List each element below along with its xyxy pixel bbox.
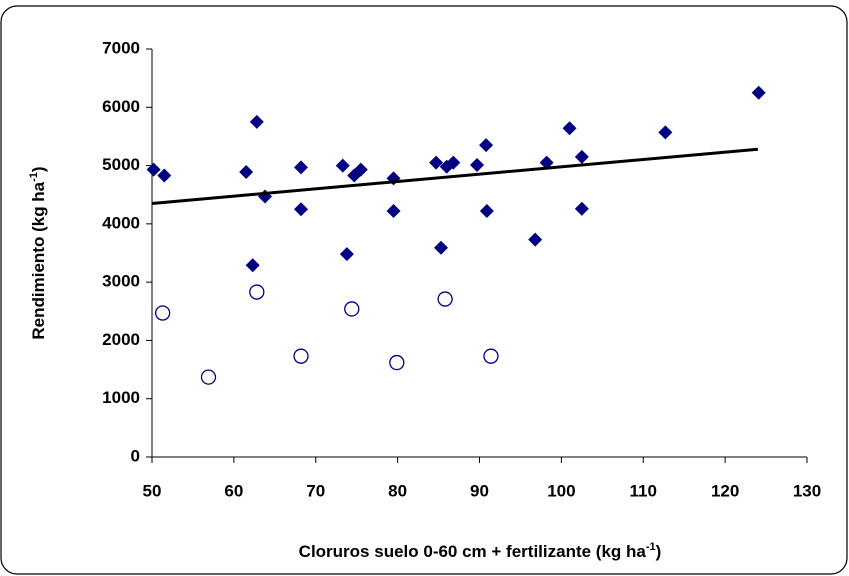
y-tick-label: 2000 [102,330,140,349]
diamond-point [446,155,461,170]
diamond-point [157,168,172,183]
diamond-point [249,114,264,129]
circle-point [293,348,309,364]
diamond-point [658,125,673,140]
x-tick-label: 120 [711,481,739,500]
diamond-point [528,232,543,247]
diamond-point [574,149,589,164]
circle-point [344,301,360,317]
x-axis-title-part: ) [656,542,662,561]
diamond-point [751,85,766,100]
diamond-point [245,258,260,273]
y-axis-title-part: Rendimiento (kg ha [29,181,48,339]
x-axis-title-part: Cloruros suelo 0-60 cm + fertilizante (k… [299,542,647,561]
diamond-point [386,204,401,219]
y-tick-label: 1000 [102,388,140,407]
diamond-point [294,160,309,175]
diamond-point [562,121,577,136]
y-axis-title-part: ) [29,166,48,172]
diamond-point [335,158,350,173]
x-tick-label: 70 [306,481,325,500]
x-tick-label: 90 [470,481,489,500]
diamond-point [146,162,161,177]
x-tick-label: 130 [793,481,821,500]
chart-border [0,5,848,575]
diamond-point [339,247,354,262]
x-tick-label: 100 [547,481,575,500]
x-tick-label: 80 [388,481,407,500]
circle-point [483,348,499,364]
trend-line [151,147,759,205]
y-tick-label: 3000 [102,272,140,291]
circle-point [389,354,405,371]
x-axis-title-part: -1 [646,541,656,553]
y-tick-label: 5000 [102,155,140,174]
diamond-point [353,162,368,177]
diamond-point [479,204,494,219]
circle-point [249,284,265,300]
diamond-point [434,240,449,255]
circle-point [200,369,217,385]
y-tick-label: 7000 [102,38,140,57]
x-tick-label: 60 [224,481,243,500]
y-tick-label: 4000 [102,213,140,232]
diamond-point [470,157,485,172]
y-tick-label: 0 [131,446,140,465]
diamond-point [574,201,589,216]
diamond-point [239,164,254,179]
x-tick-label: 50 [143,481,162,500]
circle-point [154,305,171,321]
y-tick-label: 6000 [102,97,140,116]
diamond-point [479,138,494,153]
circle-point [437,291,453,307]
x-axis-title: Cloruros suelo 0-60 cm + fertilizante (k… [299,541,662,562]
diamond-point [294,202,309,217]
diamond-point [429,155,444,170]
y-axis-title-part: -1 [28,172,40,182]
y-axis-title: Rendimiento (kg ha-1) [28,166,49,339]
x-tick-label: 110 [630,481,657,500]
diamond-point [539,155,554,170]
